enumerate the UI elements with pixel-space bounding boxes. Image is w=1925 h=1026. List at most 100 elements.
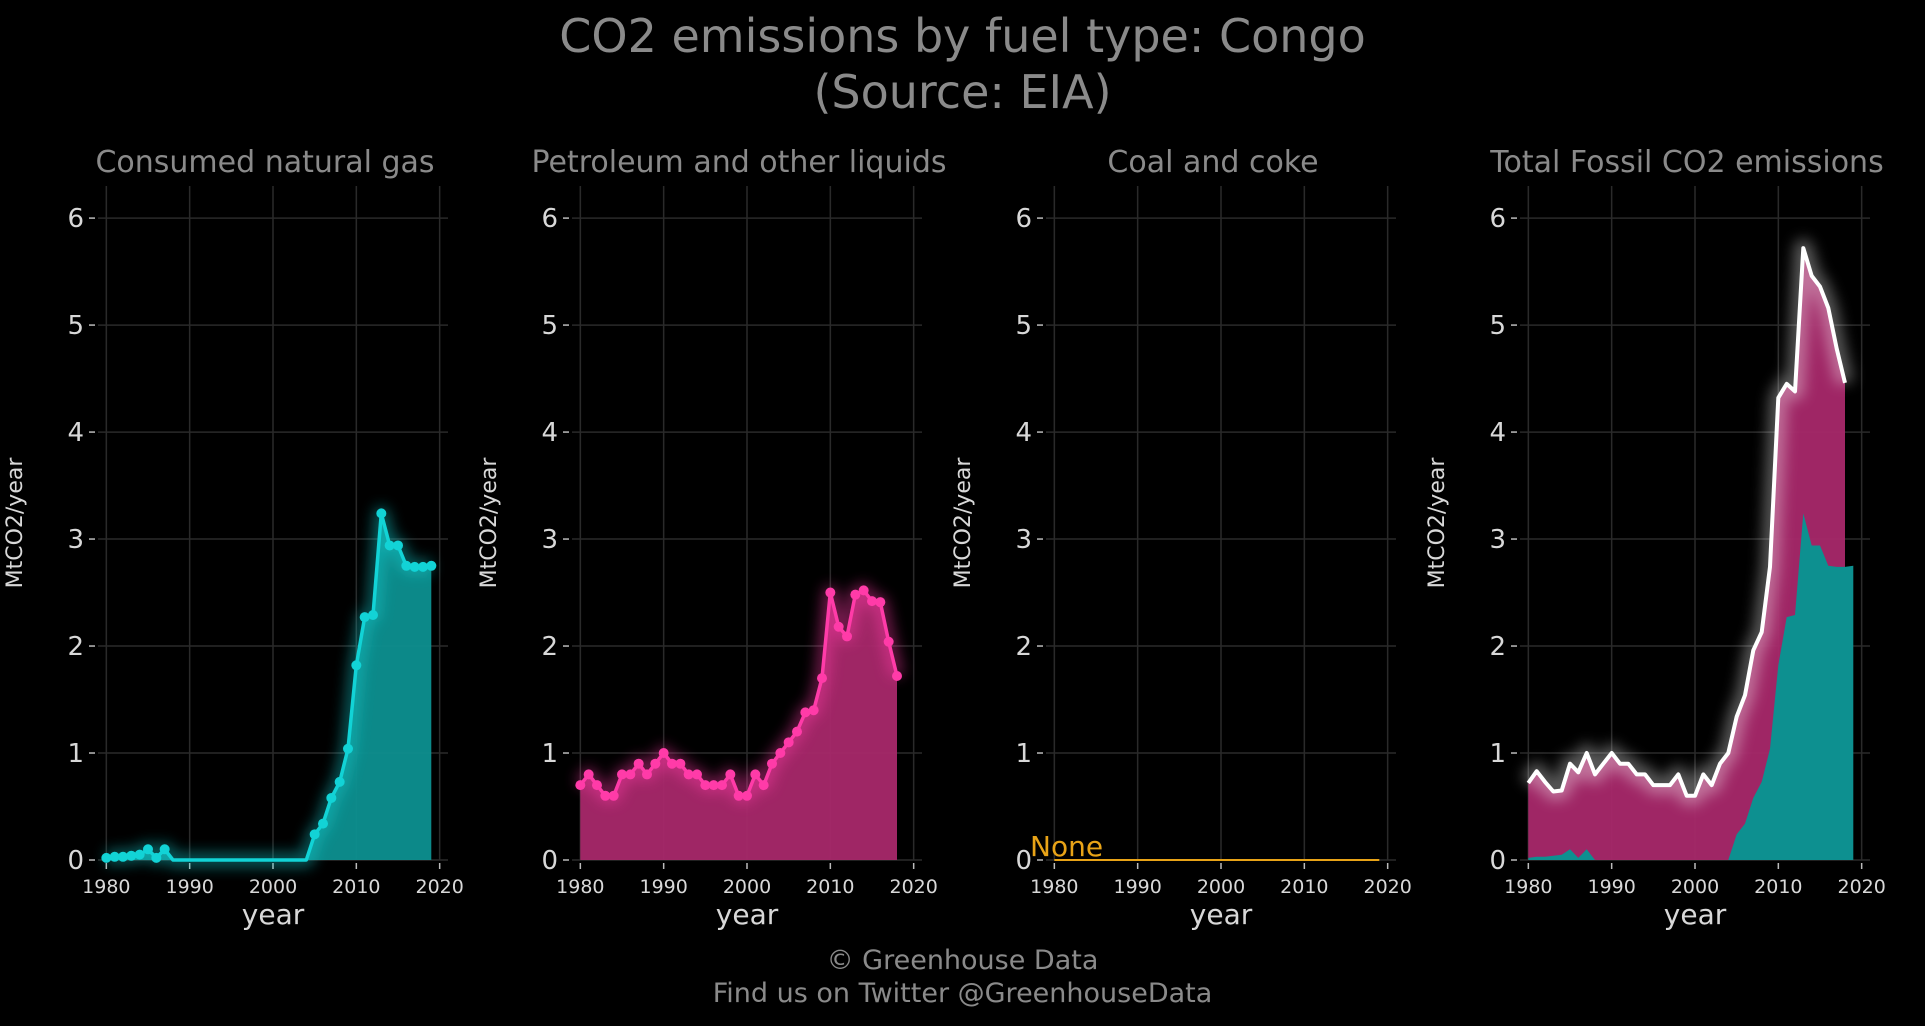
data-point: [600, 790, 611, 801]
chart-title-line-1: CO2 emissions by fuel type: Congo: [559, 9, 1366, 63]
data-point: [418, 561, 428, 572]
data-point: [758, 780, 769, 791]
y-axis-label: MtCO2/year: [3, 457, 28, 589]
footer: © Greenhouse Data Find us on Twitter @Gr…: [0, 944, 1925, 1010]
data-point: [309, 829, 320, 840]
data-point: [326, 792, 337, 803]
y-axis-label: MtCO2/year: [1425, 457, 1450, 589]
data-point: [867, 596, 877, 607]
data-point: [808, 705, 819, 716]
x-tick-label: 1980: [82, 876, 130, 898]
data-point: [833, 621, 844, 632]
y-tick-label: 4: [541, 418, 558, 448]
panel-3: 0 1 2 3 4 5 6 1980 1990 2000 2010 2020 year MtCO2/yea…: [951, 145, 1412, 931]
data-point: [650, 758, 661, 769]
data-point: [426, 560, 437, 571]
x-axis-label: year: [1664, 898, 1727, 931]
y-tick-label: 0: [1015, 846, 1032, 876]
x-tick-label: 2000: [1671, 876, 1719, 898]
y-tick-label: 3: [1015, 525, 1032, 555]
y-tick-label: 3: [1489, 525, 1506, 555]
data-point: [101, 852, 112, 863]
y-tick-label: 2: [1015, 632, 1032, 662]
chart-title-line-2: (Source: EIA): [813, 65, 1112, 119]
y-tick-label: 4: [67, 418, 84, 448]
y-tick-label: 5: [1489, 311, 1506, 341]
y-tick-label: 4: [1015, 418, 1032, 448]
x-tick-label: 1990: [1113, 876, 1161, 898]
x-tick-label: 2000: [1197, 876, 1245, 898]
data-point: [625, 769, 636, 780]
data-point: [359, 612, 370, 623]
data-point: [892, 670, 902, 681]
data-point: [700, 780, 711, 791]
y-tick-label: 2: [541, 632, 558, 662]
panel-2: 0 1 2 3 4 5 6 1980 1990 2000 2010 2020 year MtCO2/yea…: [477, 145, 947, 931]
data-point: [368, 610, 378, 621]
panel-title: Total Fossil CO2 emissions: [1489, 145, 1883, 180]
data-point: [783, 737, 794, 748]
data-point: [384, 540, 395, 551]
x-tick-label: 2020: [1363, 876, 1411, 898]
chart-title: CO2 emissions by fuel type: Congo (Sourc…: [0, 8, 1925, 120]
x-tick-label: 1990: [639, 876, 687, 898]
panel-4: 0 1 2 3 4 5 6 1980 1990 2000 2010 2020 year MtCO2/yea…: [1425, 145, 1886, 931]
y-tick-label: 4: [1489, 418, 1506, 448]
data-point: [343, 743, 353, 754]
data-point: [658, 748, 669, 759]
data-point: [143, 844, 153, 855]
y-tick-label: 0: [67, 846, 84, 876]
data-point: [318, 818, 328, 829]
data-point: [750, 769, 761, 780]
y-axis-label: MtCO2/year: [951, 457, 976, 589]
total-line: [1526, 246, 1847, 798]
y-tick-label: 0: [1489, 846, 1506, 876]
x-tick-label: 1980: [1504, 876, 1552, 898]
footer-twitter: Find us on Twitter @GreenhouseData: [712, 978, 1213, 1009]
x-tick-label: 2000: [723, 876, 771, 898]
data-point: [717, 780, 727, 791]
data-point: [683, 769, 694, 780]
y-tick-label: 6: [1489, 204, 1506, 234]
data-point: [667, 758, 677, 769]
series-area: [580, 590, 897, 860]
x-tick-label: 2010: [332, 876, 380, 898]
data-point: [109, 851, 120, 862]
x-tick-label: 2020: [889, 876, 937, 898]
y-tick-label: 2: [67, 632, 84, 662]
x-tick-label: 1990: [1587, 876, 1635, 898]
data-point: [642, 769, 652, 780]
x-tick-label: 2010: [806, 876, 854, 898]
data-point: [592, 780, 602, 791]
x-axis-label: year: [242, 898, 305, 931]
data-point: [817, 673, 827, 684]
series-line: [106, 511, 432, 862]
data-point: [742, 790, 752, 801]
y-tick-label: 6: [67, 204, 84, 234]
data-point: [608, 790, 619, 801]
x-axis-label: year: [716, 898, 779, 931]
data-point: [134, 849, 145, 860]
footer-copyright: © Greenhouse Data: [826, 945, 1099, 976]
x-tick-label: 1980: [556, 876, 604, 898]
data-point: [733, 790, 744, 801]
data-point: [825, 587, 836, 598]
data-point: [633, 758, 644, 769]
panel-title: Coal and coke: [1107, 145, 1318, 180]
y-tick-label: 0: [541, 846, 558, 876]
data-point: [675, 758, 686, 769]
y-tick-label: 2: [1489, 632, 1506, 662]
data-point: [409, 561, 420, 572]
data-point: [767, 758, 777, 769]
data-point: [792, 726, 802, 737]
data-point: [800, 707, 811, 718]
y-axis-label: MtCO2/year: [477, 457, 502, 589]
data-point: [775, 748, 786, 759]
data-point: [858, 585, 869, 596]
data-point: [617, 769, 627, 780]
x-tick-label: 2010: [1754, 876, 1802, 898]
data-point: [334, 776, 345, 787]
data-point: [151, 852, 162, 863]
y-tick-label: 1: [67, 739, 84, 769]
